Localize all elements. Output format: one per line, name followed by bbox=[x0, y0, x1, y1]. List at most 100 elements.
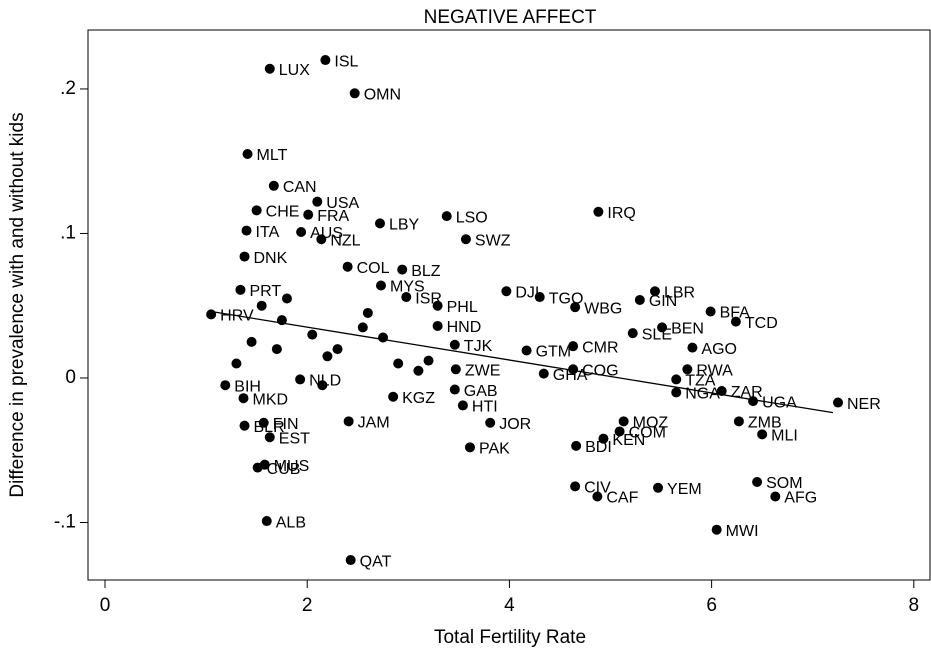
point-label: NGA bbox=[685, 386, 720, 403]
point bbox=[449, 339, 460, 350]
point-label: EST bbox=[279, 430, 310, 447]
y-tick-label: 0 bbox=[65, 367, 76, 388]
point bbox=[571, 440, 582, 451]
point bbox=[649, 286, 660, 297]
point bbox=[261, 516, 272, 527]
point bbox=[251, 205, 262, 216]
point bbox=[349, 88, 360, 99]
point-label: UGA bbox=[762, 394, 797, 411]
point-label: CIV bbox=[584, 480, 611, 497]
point-label: PAK bbox=[479, 441, 510, 458]
point-label: TZA bbox=[685, 373, 716, 390]
point bbox=[317, 380, 328, 391]
point bbox=[362, 307, 373, 318]
point-label: ALB bbox=[276, 514, 306, 531]
point-label: AGO bbox=[701, 341, 737, 358]
y-tick-label: -.1 bbox=[54, 512, 76, 533]
x-tick-label: 6 bbox=[706, 595, 717, 616]
point bbox=[450, 364, 461, 375]
point-label: PRT bbox=[249, 283, 281, 300]
chart-title: NEGATIVE AFFECT bbox=[424, 7, 597, 28]
point-label: YEM bbox=[667, 481, 702, 498]
point-label: BLR bbox=[254, 419, 285, 436]
point-label: CUB bbox=[267, 461, 301, 478]
point bbox=[653, 482, 664, 493]
point bbox=[748, 396, 759, 407]
point-label: ISL bbox=[334, 53, 358, 70]
point bbox=[757, 429, 768, 440]
point bbox=[271, 344, 282, 355]
point-label: LUX bbox=[279, 62, 310, 79]
point-label: WBG bbox=[584, 300, 622, 317]
point bbox=[307, 329, 318, 340]
point-label: CMR bbox=[582, 339, 618, 356]
point-label: TJK bbox=[464, 338, 493, 355]
point-label: FRA bbox=[317, 208, 349, 225]
point bbox=[303, 209, 314, 220]
point-label: BIH bbox=[234, 378, 261, 395]
point bbox=[374, 218, 385, 229]
point bbox=[593, 206, 604, 217]
point-label: IRQ bbox=[607, 205, 635, 222]
point-label: DJI bbox=[515, 284, 539, 301]
point-label: FIN bbox=[273, 416, 299, 433]
point bbox=[460, 234, 471, 245]
point-label: CAF bbox=[606, 490, 638, 507]
point bbox=[634, 294, 645, 305]
point bbox=[413, 365, 424, 376]
point bbox=[687, 342, 698, 353]
point bbox=[401, 292, 412, 303]
point bbox=[570, 302, 581, 313]
point bbox=[378, 332, 389, 343]
y-tick-label: .1 bbox=[60, 222, 76, 243]
point bbox=[239, 420, 250, 431]
point bbox=[241, 225, 252, 236]
point bbox=[264, 432, 275, 443]
point bbox=[598, 433, 609, 444]
point bbox=[449, 384, 460, 395]
point bbox=[432, 320, 443, 331]
point bbox=[343, 416, 354, 427]
point bbox=[770, 491, 781, 502]
point bbox=[312, 196, 323, 207]
point bbox=[296, 227, 307, 238]
point-label: MWI bbox=[726, 523, 759, 540]
point-label: ZMB bbox=[748, 415, 782, 432]
point bbox=[730, 316, 741, 327]
point bbox=[457, 400, 468, 411]
point bbox=[397, 264, 408, 275]
point bbox=[242, 148, 253, 159]
x-tick-label: 8 bbox=[909, 595, 920, 616]
point-label: LBR bbox=[664, 284, 695, 301]
x-axis-label: Total Fertility Rate bbox=[434, 627, 586, 648]
point bbox=[441, 211, 452, 222]
point-label: COM bbox=[629, 425, 666, 442]
point bbox=[538, 368, 549, 379]
point-label: DNK bbox=[254, 250, 288, 267]
point bbox=[320, 55, 331, 66]
point bbox=[332, 344, 343, 355]
point bbox=[657, 322, 668, 333]
point bbox=[268, 180, 279, 191]
point-label: RWA bbox=[696, 363, 733, 380]
point-label: USA bbox=[326, 195, 359, 212]
point-label: QAT bbox=[360, 553, 392, 570]
point-label: MOZ bbox=[633, 415, 669, 432]
fit-line bbox=[211, 310, 834, 414]
point bbox=[206, 309, 217, 320]
point bbox=[570, 481, 581, 492]
point-label: ITA bbox=[256, 224, 280, 241]
point bbox=[614, 426, 625, 437]
point bbox=[627, 328, 638, 339]
point-label: MKD bbox=[252, 391, 288, 408]
point-label: CAN bbox=[283, 179, 317, 196]
point-label: CHE bbox=[266, 204, 300, 221]
point-label: JAM bbox=[358, 415, 390, 432]
point-label: JOR bbox=[499, 416, 531, 433]
point-label: PHL bbox=[447, 299, 478, 316]
point bbox=[716, 385, 727, 396]
point bbox=[671, 374, 682, 385]
point-label: MUS bbox=[274, 458, 310, 475]
